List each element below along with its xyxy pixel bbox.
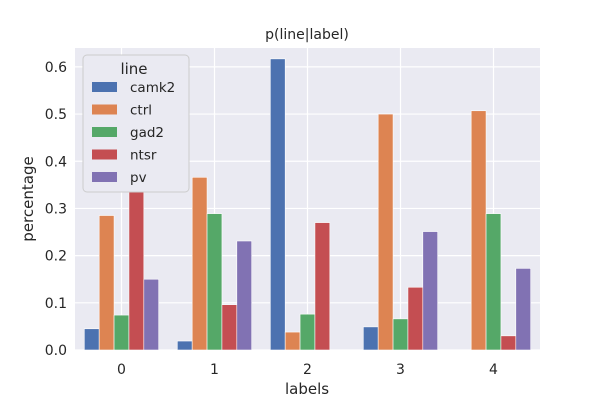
legend-swatch-pv — [92, 172, 117, 182]
bar-camk2-2 — [269, 58, 286, 351]
y-tick-label: 0.5 — [45, 107, 67, 123]
x-tick-labels: 0 1 2 3 4 — [117, 362, 498, 378]
bar-ntsr-2 — [314, 222, 331, 351]
bar-gad2-1 — [206, 213, 223, 351]
bar-ntsr-4 — [500, 335, 517, 351]
y-tick-label: 0.0 — [45, 343, 67, 359]
bar-gad2-2 — [299, 313, 316, 351]
y-tick-label: 0.4 — [45, 154, 67, 170]
chart-title: p(line|label) — [265, 27, 349, 43]
bars — [84, 58, 532, 351]
legend-swatch-ntsr — [92, 149, 117, 160]
bar-pv-3 — [422, 231, 439, 351]
y-tick-label: 0.1 — [45, 296, 67, 312]
bar-gad2-4 — [485, 213, 502, 351]
x-tick-label: 4 — [489, 362, 498, 378]
bar-ctrl-1 — [191, 176, 208, 351]
legend-swatch-camk2 — [92, 82, 117, 92]
legend-swatch-ctrl — [92, 104, 117, 115]
y-tick-label: 0.6 — [45, 60, 67, 76]
bar-gad2-0 — [113, 314, 130, 351]
y-axis-label: percentage — [19, 156, 37, 241]
x-tick-label: 2 — [303, 362, 312, 378]
y-tick-label: 0.3 — [45, 201, 67, 217]
bar-camk2-3 — [362, 326, 379, 351]
y-tick-label: 0.2 — [45, 249, 67, 265]
bar-ctrl-2 — [284, 331, 301, 351]
legend-label-camk2: camk2 — [130, 80, 175, 96]
x-tick-label: 0 — [117, 362, 126, 378]
bar-ctrl-3 — [377, 113, 394, 351]
bar-ctrl-4 — [470, 110, 487, 351]
bar-camk2-0 — [84, 328, 100, 351]
legend-label-gad2: gad2 — [130, 125, 164, 141]
legend-swatch-gad2 — [92, 127, 117, 137]
legend-label-ntsr: ntsr — [130, 148, 157, 164]
legend: line camk2 ctrl gad2 ntsr pv — [82, 54, 190, 193]
bar-ntsr-3 — [407, 286, 424, 351]
bar-ctrl-0 — [98, 215, 115, 351]
legend-label-pv: pv — [130, 170, 147, 186]
bar-gad2-3 — [392, 318, 409, 351]
x-tick-label: 1 — [210, 362, 219, 378]
legend-items: camk2 ctrl gad2 ntsr pv — [92, 80, 175, 186]
x-tick-label: 3 — [396, 362, 405, 378]
legend-label-ctrl: ctrl — [130, 103, 152, 119]
bar-pv-4 — [515, 268, 532, 351]
bar-ntsr-1 — [221, 304, 238, 351]
bar-camk2-1 — [177, 340, 193, 351]
bar-pv-1 — [236, 240, 253, 351]
x-axis-label: labels — [285, 380, 329, 398]
bar-pv-0 — [143, 278, 160, 351]
y-tick-labels: 0.0 0.1 0.2 0.3 0.4 0.5 0.6 — [45, 60, 67, 359]
legend-title: line — [120, 60, 147, 78]
